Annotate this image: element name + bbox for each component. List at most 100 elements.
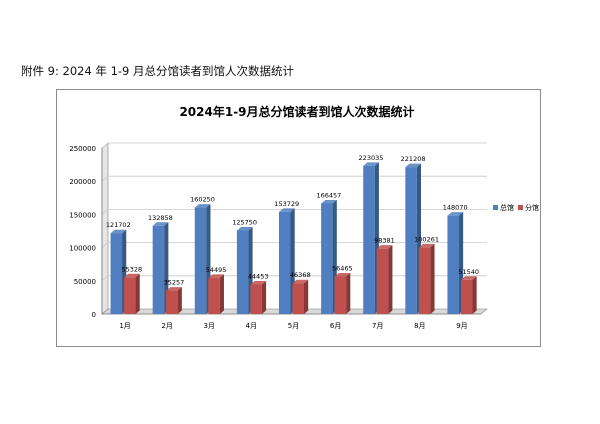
bar-front [250, 284, 262, 314]
bar-branch [460, 276, 477, 314]
bar-side [304, 279, 309, 314]
x-tick-label: 9月 [456, 322, 467, 330]
data-label-branch: 35257 [164, 279, 185, 287]
axis-layer: 0 50000 100000 150000 200000 250000 1月 2月 3月 4月 5月… [69, 145, 481, 330]
bar-front [279, 211, 291, 314]
bar-front [460, 279, 473, 314]
bar-top [250, 280, 267, 285]
data-labels-layer: 121702 132858 160250 125750 153729 166457 2230… [106, 154, 479, 287]
bar-top [321, 199, 337, 204]
bar-branch [376, 245, 393, 314]
bar-top [447, 212, 464, 216]
bar-front [110, 233, 123, 314]
chart-frame: 2024年1-9月总分馆读者到馆人次数据统计 0 50000 100000 15000… [56, 89, 541, 347]
y-tick-label: 150000 [69, 211, 96, 219]
legend-swatch-branch [518, 205, 523, 210]
chart-title: 2024年1-9月总分馆读者到馆人次数据统计 [179, 104, 414, 119]
bar-top [405, 163, 422, 168]
bar-side [472, 276, 477, 314]
y-tick-label: 200000 [69, 178, 96, 186]
bar-main [279, 208, 295, 314]
bar-top [194, 204, 211, 208]
legend-swatch-main [493, 205, 498, 210]
data-label-branch: 44453 [248, 272, 269, 280]
y-tick-label: 250000 [69, 145, 96, 153]
legend: 总馆 分馆 [493, 203, 539, 212]
bar-side [177, 287, 182, 314]
legend-label-main: 总馆 [500, 203, 514, 212]
bar-main [194, 204, 211, 314]
bar-front [376, 248, 389, 314]
bar-top [460, 276, 477, 280]
bar-top [208, 274, 224, 278]
bar-branch [418, 243, 435, 314]
bar-front [321, 203, 333, 314]
bar-top [166, 287, 182, 291]
gridline [101, 175, 487, 182]
x-tick-label: 2月 [161, 322, 172, 330]
bar-top [292, 279, 309, 284]
x-tick-label: 6月 [330, 322, 341, 330]
bar-branch [250, 280, 267, 314]
bar-main [152, 222, 169, 314]
data-label-main: 121702 [106, 221, 131, 229]
legend-label-branch: 分馆 [525, 203, 539, 212]
bar-front [236, 230, 249, 314]
data-label-main: 160250 [190, 196, 215, 204]
bar-chart: 2024年1-9月总分馆读者到馆人次数据统计 0 50000 100000 15000… [69, 104, 539, 330]
y-tick-label: 50000 [74, 278, 96, 286]
bar-front [194, 207, 207, 314]
bar-front [124, 277, 136, 314]
bar-side [346, 273, 351, 314]
data-label-main: 132858 [148, 214, 173, 222]
bar-top [124, 273, 140, 278]
x-tick-label: 1月 [119, 322, 130, 330]
data-label-main: 166457 [316, 191, 341, 199]
bar-top [236, 227, 253, 231]
data-label-main: 153729 [274, 200, 299, 208]
gridline [101, 242, 487, 248]
x-tick-label: 3月 [204, 322, 215, 330]
data-label-main: 223035 [359, 154, 384, 162]
gridline [101, 275, 487, 282]
y-tick-label: 0 [92, 311, 96, 319]
bar-branch [292, 279, 309, 314]
bar-top [418, 243, 435, 248]
bar-branch [208, 274, 224, 314]
bar-top [110, 229, 127, 234]
bar-front [418, 247, 431, 314]
x-tick-label: 4月 [246, 322, 257, 330]
x-tick-label: 5月 [288, 322, 299, 330]
bar-main [447, 212, 464, 314]
bar-top [363, 162, 379, 166]
gridline [101, 209, 487, 215]
data-label-branch: 51540 [458, 268, 479, 276]
bar-top [334, 273, 351, 277]
bar-front [208, 277, 220, 314]
bar-main [236, 227, 253, 314]
bar-branch [124, 273, 140, 314]
bar-front [292, 283, 304, 314]
bar-front [405, 167, 417, 314]
bar-main [321, 199, 337, 314]
bar-side [219, 274, 224, 314]
bar-side [430, 243, 435, 314]
bar-side [261, 280, 267, 314]
bar-front [363, 165, 375, 314]
data-label-main: 125750 [232, 219, 257, 227]
bar-front [447, 215, 459, 314]
data-label-main: 148070 [443, 204, 468, 212]
data-label-branch: 55328 [121, 265, 142, 273]
bar-branch [334, 273, 351, 314]
bar-front [334, 276, 347, 314]
data-label-branch: 98381 [374, 237, 395, 245]
gridline [101, 142, 487, 149]
x-tick-label: 8月 [414, 322, 425, 330]
data-label-main: 221208 [401, 155, 426, 163]
bar-side [135, 273, 140, 314]
bar-side [388, 245, 393, 314]
bar-top [376, 245, 393, 249]
bar-front [166, 290, 178, 314]
data-label-branch: 56465 [332, 265, 353, 273]
data-label-branch: 54495 [206, 266, 227, 274]
